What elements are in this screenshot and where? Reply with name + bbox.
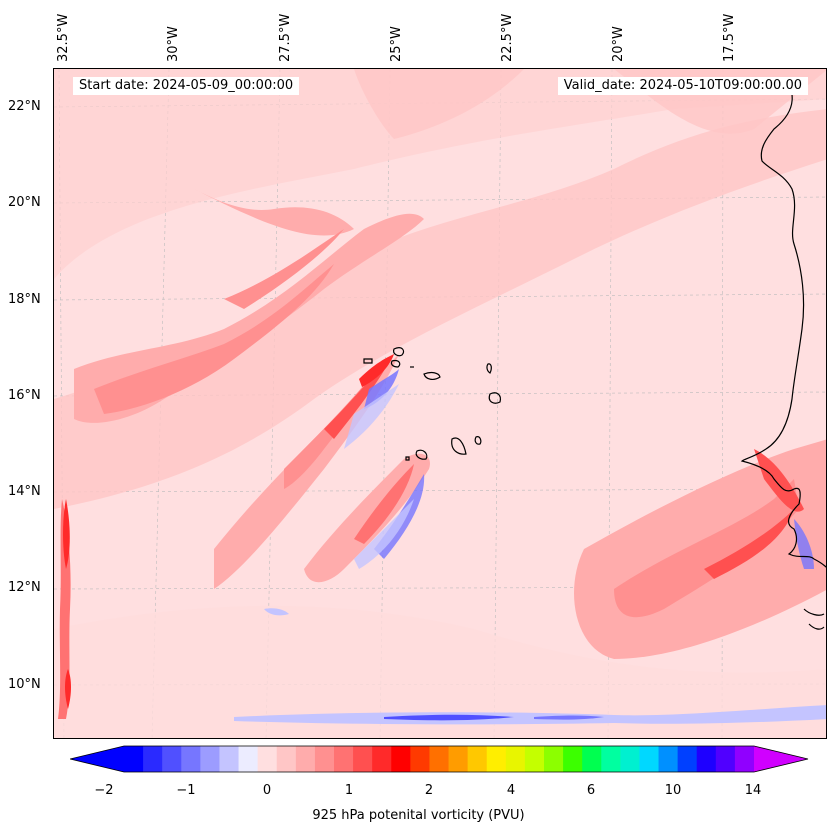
colorbar-swatch [276,746,297,772]
colorbar [70,745,809,773]
coastline [363,78,826,630]
lon-label: 22.5°W [500,13,515,62]
colorbar-swatch [658,746,679,772]
colorbar-tick-label: 6 [586,783,596,798]
colorbar-swatch [219,746,240,772]
colorbar-swatch [334,746,354,772]
lon-label: 17.5°W [722,13,737,62]
colorbar-swatch [715,746,736,772]
pv-ridge-southeast [614,449,814,618]
pv-field [54,69,826,738]
colorbar-tick-label: −2 [94,783,114,798]
colorbar-swatch [124,746,144,772]
valid-date-label: Valid_date: 2024-05-10T09:00:00.00 [557,77,808,95]
colorbar-swatch [582,746,602,772]
colorbar-swatch [391,746,411,772]
colorbar-outline [70,745,809,773]
colorbar-swatch [429,746,450,772]
pv-contours-weak [54,69,826,738]
colorbar-swatch [200,746,220,772]
colorbar-swatch [467,746,488,772]
colorbar-swatch [295,746,316,772]
map-plot [53,68,827,739]
colorbar-swatch [620,746,640,772]
lon-label: 25°W [389,26,404,62]
colorbar-tick-label: 10 [664,783,682,798]
colorbar-tick-label: 4 [506,783,516,798]
colorbar-swatch [734,746,755,772]
lon-label: 30°W [166,26,181,62]
colorbar-swatch [696,746,717,772]
colorbar-swatch [162,746,182,772]
lat-label: 20°N [8,195,41,210]
lat-label: 14°N [8,484,41,499]
colorbar-swatch [143,746,163,772]
colorbar-label: 925 hPa potenital vorticity (PVU) [312,808,525,823]
lat-label: 10°N [8,677,41,692]
pv-ridge-north [74,189,424,423]
colorbar-tick-label: 2 [424,783,434,798]
colorbar-swatch [677,746,698,772]
colorbar-swatch [238,746,259,772]
colorbar-tick-label: 0 [262,783,272,798]
colorbar-swatch [544,746,564,772]
colorbar-over-extend [754,746,808,772]
pv-bottom-streak [234,608,826,725]
colorbar-swatch [563,746,583,772]
colorbar-tick-label: 1 [344,783,354,798]
lat-label: 16°N [8,388,41,403]
lat-label: 12°N [8,580,41,595]
colorbar-swatch [181,746,201,772]
lat-label: 18°N [8,292,41,307]
colorbar-swatch [524,746,545,772]
lon-label: 20°W [611,26,626,62]
colorbar-swatch [257,746,278,772]
colorbar-swatch [601,746,621,772]
pv-ridge-south [304,453,430,583]
start-date-label: Start date: 2024-05-09_00:00:00 [73,77,300,95]
colorbar-swatch [486,746,507,772]
colorbar-tick-label: 14 [744,783,762,798]
pv-ridge-central [214,354,399,589]
colorbar-swatch [353,746,373,772]
colorbar-swatch [448,746,469,772]
colorbar-swatch [314,746,335,772]
colorbar-under-extend [70,746,124,772]
lon-label: 32.5°W [56,13,71,62]
colorbar-swatch [410,746,430,772]
lon-label: 27.5°W [278,13,293,62]
lat-label: 22°N [8,99,41,114]
colorbar-swatch [505,746,526,772]
colorbar-swatch [372,746,392,772]
colorbar-tick-label: −1 [176,783,196,798]
pv-left-edge [58,499,71,719]
colorbar-swatch [639,746,660,772]
